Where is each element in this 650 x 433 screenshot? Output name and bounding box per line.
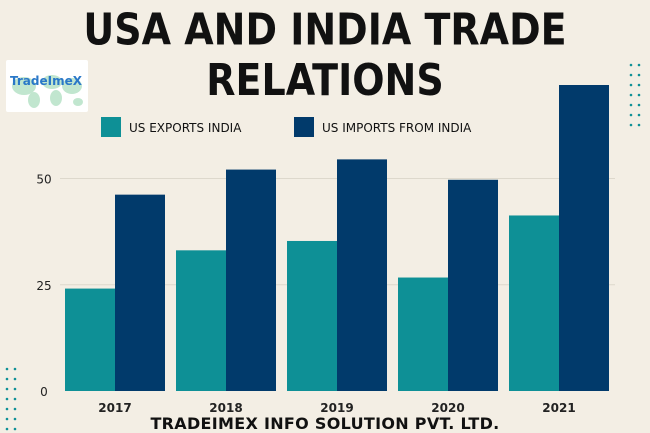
bar-us-imports <box>115 194 165 391</box>
y-tick-label: 25 <box>36 279 51 293</box>
bar-us-exports <box>65 288 115 391</box>
x-tick-label: 2020 <box>431 401 464 415</box>
bar-us-exports <box>398 277 448 391</box>
tradeimex-logo: TradeImeX <box>6 60 88 112</box>
bar-us-exports <box>287 240 337 391</box>
x-tick-label: 2017 <box>98 401 131 415</box>
bar-us-exports <box>176 250 226 391</box>
legend: US EXPORTS INDIA US IMPORTS FROM INDIA <box>101 117 472 137</box>
chart-title: USA AND INDIA TRADE RELATIONS <box>83 4 567 106</box>
world-map-icon <box>12 75 83 108</box>
x-tick-label: 2018 <box>209 401 242 415</box>
bar-us-imports <box>448 179 498 391</box>
y-axis-ticks: 0 25 50 <box>36 173 51 400</box>
legend-swatch <box>101 117 121 137</box>
y-tick-label: 50 <box>36 173 51 187</box>
y-tick-label: 0 <box>40 385 48 399</box>
decorative-dots-right <box>629 63 641 127</box>
x-tick-label: 2019 <box>320 401 353 415</box>
legend-swatch <box>294 117 314 137</box>
logo-text: TradeImeX <box>10 74 82 88</box>
x-tick-label: 2021 <box>542 401 575 415</box>
legend-label: US IMPORTS FROM INDIA <box>322 121 472 135</box>
bars <box>65 85 609 391</box>
bar-us-exports <box>509 215 559 391</box>
decorative-dots-left <box>5 367 17 431</box>
footer-company-name: TRADEIMEX INFO SOLUTION PVT. LTD. <box>150 414 500 433</box>
bar-us-imports <box>337 159 387 391</box>
x-axis-ticks: 2017 2018 2019 2020 2021 <box>98 401 575 415</box>
bar-us-imports <box>559 85 609 391</box>
bar-us-imports <box>226 169 276 391</box>
legend-label: US EXPORTS INDIA <box>129 121 242 135</box>
